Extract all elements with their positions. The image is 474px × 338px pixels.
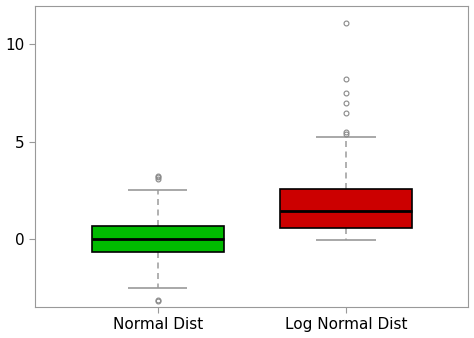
Bar — [280, 189, 412, 228]
Bar — [92, 226, 224, 252]
